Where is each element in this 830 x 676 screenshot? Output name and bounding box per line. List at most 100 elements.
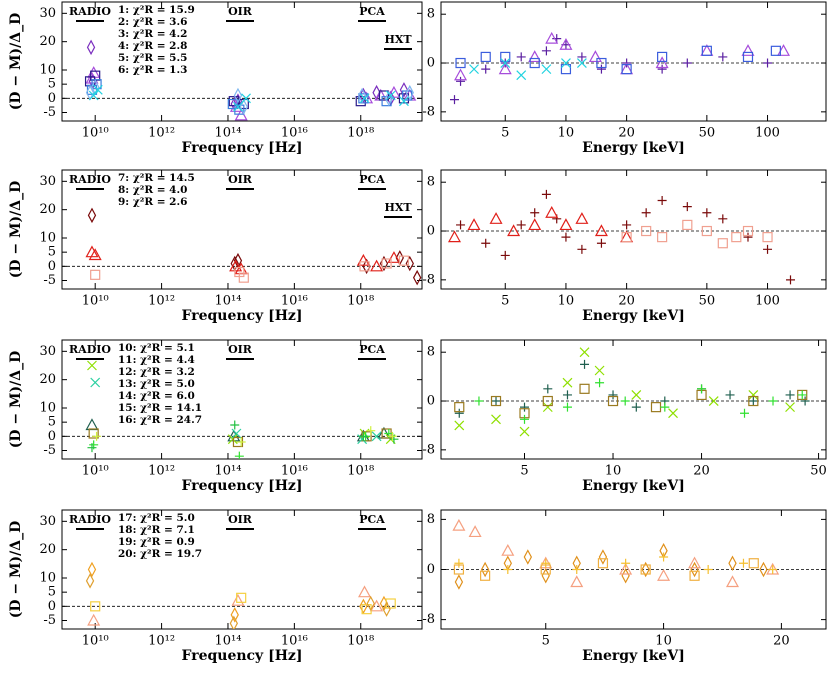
data-point bbox=[768, 396, 778, 406]
band-label: OIR bbox=[228, 513, 253, 526]
data-point bbox=[227, 98, 238, 110]
legend-entry: 9: χ²R = 2.6 bbox=[118, 196, 187, 208]
data-point bbox=[742, 51, 754, 63]
data-point bbox=[87, 443, 97, 453]
x-tick-label: 100 bbox=[755, 294, 780, 309]
data-point bbox=[541, 558, 551, 568]
x-axis-label: Frequency [Hz] bbox=[182, 648, 303, 664]
data-point bbox=[359, 261, 370, 272]
data-point bbox=[231, 593, 245, 606]
data-point bbox=[370, 599, 384, 612]
data-point bbox=[631, 402, 641, 412]
data-point bbox=[382, 601, 391, 617]
y-tick-label: -8 bbox=[422, 272, 435, 287]
data-point bbox=[541, 189, 551, 199]
x-axis-label: Energy [keV] bbox=[582, 140, 685, 156]
y-tick-label: 5 bbox=[48, 415, 56, 430]
x-tick-label: 10¹⁰ bbox=[82, 126, 109, 141]
x-tick-label: 10¹⁸ bbox=[347, 464, 374, 479]
data-point bbox=[682, 219, 693, 231]
data-point bbox=[530, 208, 540, 218]
x-tick-label: 10¹⁶ bbox=[281, 126, 308, 141]
data-point bbox=[88, 248, 102, 261]
y-axis-label: (D − M)/Δ_D bbox=[8, 181, 24, 278]
data-point bbox=[468, 525, 482, 538]
band-label: OIR bbox=[228, 343, 253, 356]
band-label: PCA bbox=[359, 513, 385, 526]
y-tick-label: -5 bbox=[43, 613, 56, 628]
data-point bbox=[236, 437, 246, 447]
data-point bbox=[239, 99, 248, 115]
data-point bbox=[545, 205, 559, 218]
data-point bbox=[743, 232, 753, 242]
legend-entry: 10: χ²R = 5.1 bbox=[118, 342, 195, 354]
data-point bbox=[576, 58, 587, 68]
data-point bbox=[797, 390, 807, 400]
x-tick-label: 10¹⁸ bbox=[347, 634, 374, 649]
data-point bbox=[405, 84, 414, 101]
y-tick-label: 20 bbox=[39, 202, 56, 217]
legend-entry: 15: χ²R = 14.1 bbox=[118, 402, 202, 414]
data-point bbox=[523, 549, 533, 565]
plot-area bbox=[452, 518, 780, 590]
data-point bbox=[454, 558, 464, 568]
data-point bbox=[657, 232, 668, 243]
data-point bbox=[718, 52, 728, 62]
x-tick-label: 10¹⁶ bbox=[281, 294, 308, 309]
x-tick-label: 10¹⁰ bbox=[82, 464, 109, 479]
data-point bbox=[541, 567, 550, 584]
data-point bbox=[541, 46, 551, 56]
data-point bbox=[366, 595, 375, 612]
x-tick-label: 10¹⁰ bbox=[82, 294, 109, 309]
data-point bbox=[580, 359, 590, 369]
data-point bbox=[456, 76, 466, 86]
data-point bbox=[469, 64, 479, 75]
data-point bbox=[359, 93, 370, 104]
x-tick-label: 10¹⁴ bbox=[214, 294, 241, 309]
data-point bbox=[355, 96, 366, 107]
x-axis-label: Frequency [Hz] bbox=[182, 478, 303, 494]
x-axis-label: Energy [keV] bbox=[582, 308, 685, 324]
data-point bbox=[718, 214, 728, 224]
data-point bbox=[748, 389, 759, 400]
data-point bbox=[621, 64, 632, 75]
data-point bbox=[762, 232, 773, 243]
data-point bbox=[516, 70, 527, 81]
x-axis-label: Frequency [Hz] bbox=[182, 140, 303, 156]
y-tick-label: 5 bbox=[48, 245, 56, 260]
y-tick-label: 0 bbox=[48, 599, 56, 614]
data-point bbox=[233, 87, 243, 104]
data-point bbox=[227, 434, 238, 445]
legend-entry: 8: χ²R = 4.0 bbox=[118, 184, 187, 196]
data-point bbox=[588, 50, 602, 63]
y-tick-label: -8 bbox=[422, 104, 435, 119]
data-point bbox=[543, 384, 553, 394]
data-point bbox=[234, 451, 244, 459]
data-point bbox=[572, 565, 582, 574]
data-point bbox=[454, 420, 465, 431]
data-point bbox=[579, 383, 590, 394]
y-tick-label: 0 bbox=[427, 56, 435, 71]
data-point bbox=[770, 45, 781, 56]
x-axis-label: Frequency [Hz] bbox=[182, 308, 303, 324]
data-point bbox=[456, 220, 466, 230]
y-tick-label: 10 bbox=[39, 63, 56, 78]
data-point bbox=[688, 556, 702, 569]
y-tick-label: 10 bbox=[39, 401, 56, 416]
band-label: PCA bbox=[359, 5, 385, 18]
data-point bbox=[640, 564, 651, 575]
data-point bbox=[657, 569, 671, 581]
data-point bbox=[650, 402, 662, 413]
data-point bbox=[621, 232, 632, 243]
data-point bbox=[608, 390, 618, 400]
data-point bbox=[454, 402, 465, 413]
data-point bbox=[86, 39, 96, 56]
y-tick-label: -5 bbox=[43, 105, 56, 120]
data-point bbox=[92, 84, 103, 95]
data-point bbox=[454, 408, 464, 418]
data-point bbox=[763, 58, 773, 68]
data-point bbox=[785, 390, 795, 400]
y-tick-label: 0 bbox=[48, 429, 56, 444]
data-point bbox=[516, 220, 526, 230]
